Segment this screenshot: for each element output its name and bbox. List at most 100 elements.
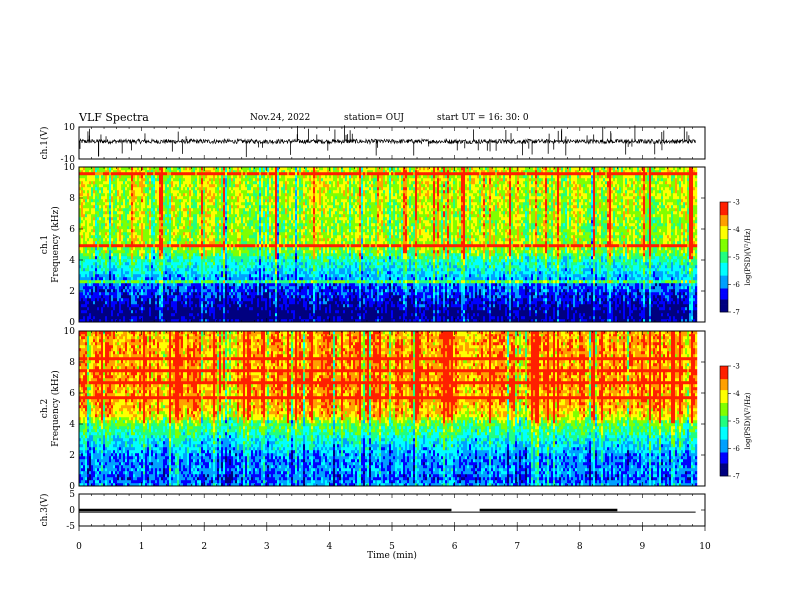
spectrogram-cell [555,313,557,316]
spectrogram-cell [307,313,309,316]
spectrogram-cell [573,310,575,313]
spectrogram-cell [455,310,457,313]
spectrogram-cell [433,316,435,319]
spectrogram-cell [353,310,355,313]
spectrogram-cell [167,307,169,310]
spectrogram-cell [139,313,141,316]
spectrogram-cell [263,313,265,316]
spectrogram-cell [615,310,617,313]
spectrogram-cell [401,313,403,316]
spectrogram-cell [89,307,91,310]
spectrogram-cell [443,310,445,313]
spectrogram-cell [501,310,503,313]
spectrogram-cell [505,316,507,319]
spectrogram-cell [201,313,203,316]
spectrogram-cell [503,313,505,316]
spectrogram-cell [463,313,465,316]
spectrogram-cell [195,307,197,310]
spectrogram-cell [415,310,417,313]
spectrogram-cell [131,313,133,316]
spectrogram-cell [119,307,121,310]
spectrogram-cell [617,310,619,313]
spectrogram-cell [109,313,111,316]
spectrogram-cell [357,310,359,313]
spectrogram-cell [339,313,341,316]
spectrogram-cell [247,316,249,319]
spectrogram-cell [117,310,119,313]
spectrogram-cell [263,310,265,313]
spectrogram-cell [301,307,303,310]
spectrogram-cell [541,310,543,313]
spectrogram-cell [685,313,687,316]
spectrogram-cell [173,316,175,319]
spectrogram-cell [99,313,101,316]
spectrogram-cell [287,307,289,310]
spectrogram-cell [565,313,567,316]
spectrogram-cell [277,307,279,310]
spectrogram-cell [633,310,635,313]
spectrogram-cell [105,310,107,313]
spectrogram-cell [123,316,125,319]
spectrogram-cell [417,316,419,319]
spectrogram-cell [311,307,313,310]
spectrogram-cell [289,313,291,316]
spectrogram-cell [403,313,405,316]
spectrogram-cell [639,310,641,313]
spectrogram-cell [485,310,487,313]
spectrogram-cell [193,307,195,310]
spectrogram-cell [241,307,243,310]
spectrogram-cell [163,316,165,319]
spectrogram-cell [473,316,475,319]
spectrogram-cell [201,316,203,319]
spectrogram-cell [355,310,357,313]
spectrogram-cell [115,307,117,310]
spectrogram-cell [607,313,609,316]
spectrogram-cell [521,310,523,313]
spectrogram-cell [503,310,505,313]
spectrogram-cell [281,313,283,316]
spectrogram-cell [297,313,299,316]
spectrogram-cell [215,316,217,319]
spectrogram-cell [473,310,475,313]
spectrogram-cell [87,313,89,316]
spectrogram-cell [259,313,261,316]
spectrogram-cell [463,310,465,313]
spectrogram-cell [255,313,257,316]
spectrogram-cell [167,316,169,319]
spectrogram-cell [285,313,287,316]
spectrogram-cell [447,316,449,319]
spectrogram-cell [627,313,629,316]
spectrogram-cell [377,310,379,313]
spectrogram-cell [437,313,439,316]
spectrogram-cell [639,316,641,319]
spectrogram-cell [663,313,665,316]
spectrogram-cell [225,316,227,319]
spectrogram-cell [185,316,187,319]
spectrogram-cell [169,316,171,319]
spectrogram-cell [597,316,599,319]
spectrogram-cell [301,316,303,319]
spectrogram-cell [359,310,361,313]
spectrogram-cell [469,313,471,316]
spectrogram-cell [561,313,563,316]
spectrogram-cell [495,310,497,313]
spectrogram-cell [325,316,327,319]
spectrogram-cell [391,313,393,316]
spectrogram-cell [571,316,573,319]
spectrogram-cell [169,310,171,313]
spectrogram-cell [93,313,95,316]
spectrogram-cell [215,313,217,316]
spectrogram-cell [587,316,589,319]
spectrogram-cell [243,313,245,316]
spectrogram-cell [131,307,133,310]
spectrogram-cell [401,316,403,319]
spectrogram-cell [659,316,661,319]
spectrogram-cell [333,316,335,319]
spectrogram-cell [381,310,383,313]
spectrogram-cell [107,313,109,316]
spectrogram-cell [261,316,263,319]
spectrogram-cell [589,316,591,319]
spectrogram-cell [303,310,305,313]
spectrogram-cell [519,316,521,319]
spectrogram-cell [375,316,377,319]
